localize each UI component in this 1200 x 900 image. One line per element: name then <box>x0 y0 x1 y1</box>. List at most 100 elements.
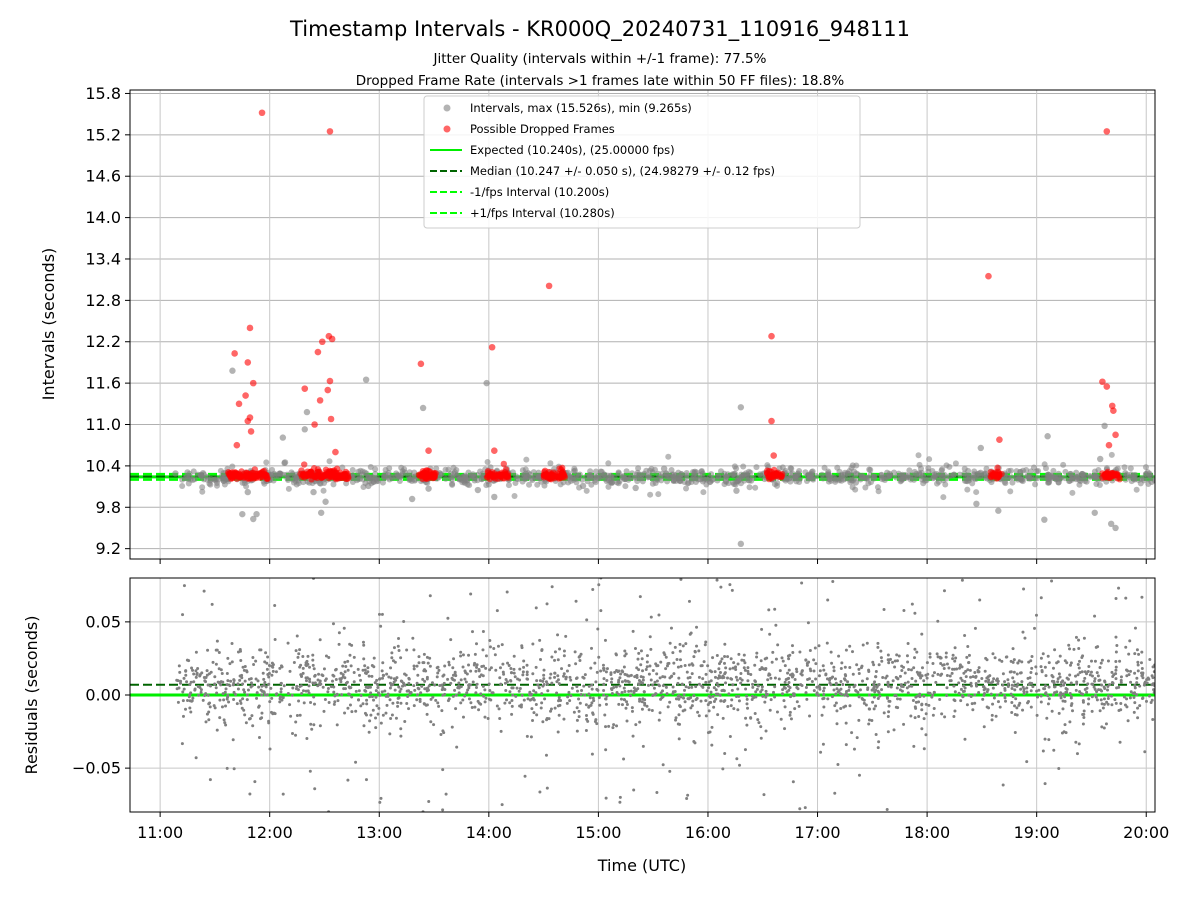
residual-point <box>178 681 182 685</box>
residual-point <box>318 638 322 642</box>
dropped-frame-point <box>419 467 427 475</box>
residual-point <box>782 699 786 703</box>
dropped-frame-point <box>328 335 336 343</box>
interval-point <box>399 468 406 475</box>
residual-point <box>865 677 869 681</box>
residual-point <box>962 684 966 688</box>
residual-point <box>461 698 465 702</box>
residual-point <box>822 668 826 672</box>
residual-point <box>1045 716 1049 720</box>
residual-point <box>385 672 389 676</box>
residual-point <box>402 620 406 624</box>
residual-point <box>977 691 981 695</box>
residual-point <box>848 665 852 669</box>
residual-point <box>945 674 949 678</box>
residual-point <box>762 667 766 671</box>
residual-point <box>354 709 358 713</box>
residual-point <box>602 682 606 686</box>
dropped-frame-point <box>298 467 305 474</box>
residual-point <box>590 701 594 705</box>
dropped-frame-point <box>768 417 775 425</box>
residual-point <box>301 671 305 675</box>
residual-point <box>673 645 677 649</box>
residual-point <box>622 686 626 690</box>
residual-point <box>265 661 269 665</box>
intervals-y-tick-label: 11.6 <box>85 374 121 393</box>
residual-point <box>515 686 519 690</box>
residual-point <box>1057 693 1061 697</box>
residual-point <box>259 688 263 692</box>
residual-point <box>425 712 429 716</box>
dropped-frame-point <box>1103 128 1111 135</box>
residual-point <box>987 678 991 682</box>
residual-point <box>560 667 564 671</box>
residual-point <box>429 697 433 701</box>
residual-point <box>667 661 671 665</box>
interval-point <box>599 473 606 480</box>
residual-point <box>534 665 538 669</box>
residual-point <box>1022 689 1026 693</box>
residual-point <box>631 629 635 633</box>
residual-point <box>731 683 735 687</box>
residual-point <box>620 669 624 673</box>
interval-point <box>1121 464 1128 471</box>
residual-point <box>985 658 989 662</box>
residual-point <box>578 658 582 662</box>
residual-point <box>679 664 683 668</box>
residual-point <box>1066 677 1070 681</box>
residual-point <box>1093 677 1097 681</box>
interval-point <box>547 460 554 467</box>
interval-point <box>316 480 323 487</box>
residual-point <box>615 691 619 695</box>
residual-point <box>1133 652 1137 656</box>
residual-point <box>787 681 791 685</box>
residual-point <box>238 678 242 682</box>
residual-point <box>973 693 977 697</box>
interval-point <box>683 474 690 481</box>
residual-point <box>768 708 772 712</box>
residual-point <box>898 688 902 692</box>
residual-point <box>1039 700 1043 704</box>
residual-point <box>301 666 305 670</box>
residual-point <box>967 660 971 664</box>
interval-point <box>1069 489 1076 496</box>
residual-point <box>1009 659 1013 663</box>
residual-point <box>750 694 754 698</box>
residual-point <box>1089 659 1093 663</box>
residual-point <box>488 638 492 642</box>
residual-point <box>740 678 744 682</box>
residual-point <box>590 752 594 756</box>
residual-point <box>758 668 762 672</box>
legend-label: -1/fps Interval (10.200s) <box>470 185 609 199</box>
interval-point <box>936 471 943 478</box>
interval-point <box>529 477 536 484</box>
residual-point <box>828 678 832 682</box>
residual-point <box>839 679 843 683</box>
residual-point <box>722 700 726 704</box>
residual-point <box>903 681 907 685</box>
interval-point <box>746 484 753 491</box>
interval-point <box>605 483 612 490</box>
residual-point <box>649 678 653 682</box>
residual-point <box>181 714 185 718</box>
residual-point <box>835 687 839 691</box>
interval-point <box>1140 477 1147 484</box>
residual-point <box>1083 676 1087 680</box>
residual-point <box>680 682 684 686</box>
residual-point <box>1077 647 1081 651</box>
residual-point <box>611 726 615 730</box>
residual-point <box>562 654 566 658</box>
interval-point <box>1122 476 1129 483</box>
interval-point <box>605 460 612 467</box>
residual-point <box>794 667 798 671</box>
residual-point <box>377 612 381 616</box>
residual-point <box>1030 654 1034 658</box>
residual-point <box>361 702 365 706</box>
residual-point <box>369 691 373 695</box>
interval-point <box>623 468 630 475</box>
residual-point <box>261 671 265 675</box>
residual-point <box>359 694 363 698</box>
residual-point <box>602 667 606 671</box>
residual-point <box>742 666 746 670</box>
